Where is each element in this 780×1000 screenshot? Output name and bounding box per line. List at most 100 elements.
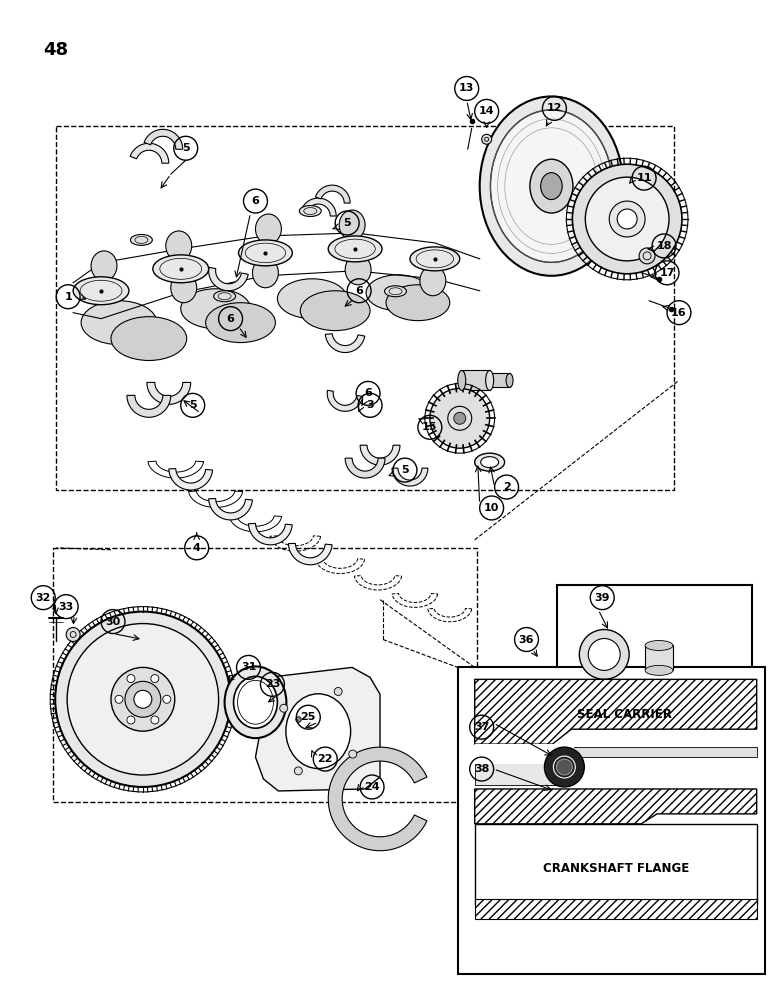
Bar (56, 126, 674, 490)
Ellipse shape (420, 266, 446, 296)
Polygon shape (315, 185, 350, 203)
Ellipse shape (239, 240, 292, 266)
Text: 37: 37 (474, 722, 489, 732)
Bar (475, 744, 574, 764)
Ellipse shape (73, 277, 129, 305)
Circle shape (334, 687, 342, 695)
Text: 13: 13 (459, 83, 474, 93)
Text: 25: 25 (300, 712, 316, 722)
Ellipse shape (339, 210, 365, 240)
Ellipse shape (153, 255, 208, 283)
Ellipse shape (171, 273, 197, 303)
Ellipse shape (91, 251, 117, 281)
Polygon shape (360, 445, 400, 465)
Circle shape (151, 716, 159, 724)
Ellipse shape (346, 255, 371, 285)
Ellipse shape (491, 110, 612, 262)
Polygon shape (301, 198, 336, 216)
Bar (645, 645, 673, 670)
Text: 5: 5 (343, 218, 351, 228)
Text: 12: 12 (547, 103, 562, 113)
Text: 31: 31 (241, 662, 256, 672)
Ellipse shape (214, 291, 236, 302)
Circle shape (111, 667, 175, 731)
Polygon shape (256, 667, 380, 791)
Circle shape (127, 716, 135, 724)
Text: 48: 48 (43, 41, 69, 59)
Polygon shape (346, 458, 385, 478)
Polygon shape (475, 679, 757, 744)
Circle shape (617, 209, 637, 229)
Polygon shape (249, 523, 292, 545)
Ellipse shape (506, 373, 513, 387)
Circle shape (482, 134, 491, 144)
Circle shape (573, 164, 682, 274)
Text: 33: 33 (58, 602, 74, 612)
Text: 38: 38 (474, 764, 489, 774)
Ellipse shape (486, 370, 494, 390)
Text: 30: 30 (105, 617, 121, 627)
Text: 24: 24 (364, 782, 380, 792)
Bar (462, 370, 490, 390)
Ellipse shape (541, 173, 562, 200)
Bar (475, 747, 757, 757)
Ellipse shape (278, 279, 347, 319)
Circle shape (115, 695, 123, 703)
Circle shape (585, 177, 669, 261)
Ellipse shape (480, 457, 498, 468)
Text: 32: 32 (36, 593, 51, 603)
Text: 16: 16 (671, 308, 686, 318)
Circle shape (66, 628, 80, 641)
Polygon shape (328, 390, 363, 411)
Text: 6: 6 (364, 388, 372, 398)
Circle shape (55, 612, 231, 787)
Bar (490, 373, 509, 387)
Text: 22: 22 (317, 754, 333, 764)
Ellipse shape (645, 640, 673, 650)
Ellipse shape (81, 301, 157, 345)
Text: 6: 6 (251, 196, 260, 206)
Text: 14: 14 (479, 106, 495, 116)
Ellipse shape (300, 206, 321, 217)
Polygon shape (168, 469, 213, 490)
Polygon shape (127, 395, 171, 417)
Text: 10: 10 (484, 503, 499, 513)
Text: 5: 5 (189, 400, 197, 410)
Ellipse shape (480, 96, 623, 276)
Polygon shape (325, 334, 365, 353)
Ellipse shape (458, 370, 466, 390)
Text: 2: 2 (502, 482, 510, 492)
Text: SEAL CARRIER: SEAL CARRIER (576, 708, 672, 721)
Polygon shape (147, 382, 191, 404)
Ellipse shape (256, 214, 282, 244)
Bar (558, 585, 752, 734)
Text: 17: 17 (659, 268, 675, 278)
Circle shape (125, 681, 161, 717)
Polygon shape (209, 499, 253, 520)
Text: 6: 6 (355, 286, 363, 296)
Ellipse shape (300, 291, 370, 331)
Ellipse shape (475, 453, 505, 471)
Ellipse shape (111, 317, 186, 360)
Polygon shape (475, 899, 757, 919)
Circle shape (588, 639, 620, 670)
Ellipse shape (206, 303, 275, 343)
Circle shape (280, 704, 288, 712)
Circle shape (609, 201, 645, 237)
Circle shape (67, 624, 218, 775)
Circle shape (556, 759, 573, 775)
Text: 36: 36 (519, 635, 534, 645)
Text: 18: 18 (656, 241, 672, 251)
Ellipse shape (386, 285, 450, 321)
Ellipse shape (410, 247, 459, 271)
Polygon shape (208, 267, 248, 291)
Text: 15: 15 (422, 422, 438, 432)
Ellipse shape (166, 231, 192, 261)
Ellipse shape (385, 286, 406, 297)
Ellipse shape (181, 289, 250, 329)
Polygon shape (475, 789, 757, 824)
Text: 1: 1 (64, 292, 72, 302)
Circle shape (151, 675, 159, 683)
Ellipse shape (366, 275, 430, 311)
Polygon shape (328, 747, 427, 851)
